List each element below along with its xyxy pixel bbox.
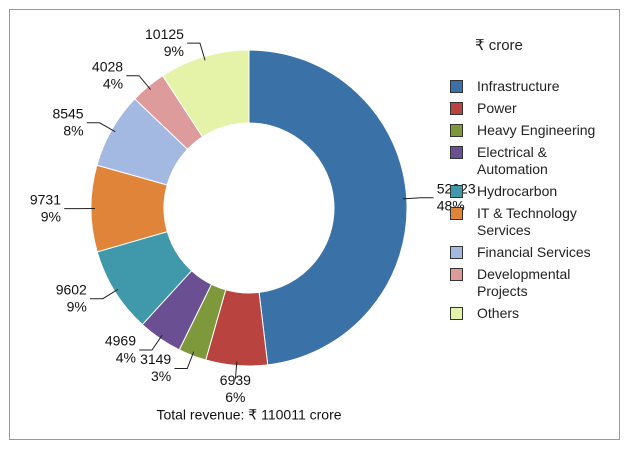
legend-swatch bbox=[450, 102, 463, 115]
legend-swatch bbox=[450, 146, 463, 159]
leader-line bbox=[126, 75, 151, 90]
legend-swatch bbox=[450, 124, 463, 137]
data-label: 8545 bbox=[52, 105, 83, 121]
legend-item: Infrastructure bbox=[446, 78, 621, 95]
legend-label: Developmental Projects bbox=[477, 266, 571, 299]
percent-label: 3% bbox=[151, 368, 171, 384]
legend: Infrastructure Power Heavy Engineering Elec… bbox=[446, 78, 621, 327]
data-label: 9731 bbox=[30, 191, 61, 207]
data-label: 3149 bbox=[140, 351, 171, 367]
legend-item: Others bbox=[446, 305, 621, 322]
data-label: 10125 bbox=[145, 26, 184, 42]
percent-label: 9% bbox=[67, 298, 87, 314]
legend-label: IT & Technology Services bbox=[477, 205, 577, 238]
leader-line bbox=[86, 122, 116, 133]
percent-label: 6% bbox=[225, 389, 245, 405]
data-label: 4028 bbox=[92, 58, 123, 74]
legend-label: Infrastructure bbox=[477, 78, 560, 94]
leader-line bbox=[139, 334, 163, 351]
legend-swatch bbox=[450, 307, 463, 320]
legend-item: Developmental Projects bbox=[446, 266, 621, 300]
percent-label: 4% bbox=[103, 75, 123, 91]
wedge bbox=[161, 49, 250, 138]
legend-label: Electrical & Automation bbox=[477, 144, 548, 177]
legend-swatch bbox=[450, 246, 463, 259]
wedge bbox=[248, 49, 408, 366]
legend-item: Heavy Engineering bbox=[446, 122, 621, 139]
leader-line bbox=[187, 42, 206, 61]
legend-swatch bbox=[450, 185, 463, 198]
legend-label: Power bbox=[477, 100, 517, 116]
legend-label: Others bbox=[477, 305, 520, 321]
data-label: 6939 bbox=[220, 372, 251, 388]
data-label: 9602 bbox=[56, 281, 87, 297]
legend-item: Financial Services bbox=[446, 244, 621, 261]
legend-item: Electrical & Automation bbox=[446, 144, 621, 178]
total-label: Total revenue: ₹ 110011 crore bbox=[156, 407, 341, 423]
data-label: 4969 bbox=[105, 333, 136, 349]
legend-swatch bbox=[450, 207, 463, 220]
legend-item: Hydrocarbon bbox=[446, 183, 621, 200]
percent-label: 4% bbox=[116, 350, 136, 366]
legend-title: ₹ crore bbox=[475, 37, 523, 54]
legend-swatch bbox=[450, 80, 463, 93]
legend-label: Hydrocarbon bbox=[477, 183, 558, 199]
leader-line bbox=[402, 197, 434, 200]
legend-label: Financial Services bbox=[477, 244, 591, 260]
frame bbox=[9, 9, 620, 440]
percent-label: 9% bbox=[164, 43, 184, 59]
legend-item: Power bbox=[446, 100, 621, 117]
leader-line bbox=[90, 288, 119, 300]
percent-label: 8% bbox=[63, 122, 83, 138]
legend-item: IT & Technology Services bbox=[446, 205, 621, 239]
leader-line bbox=[234, 361, 238, 380]
legend-swatch bbox=[450, 268, 463, 281]
leader-line bbox=[174, 351, 195, 370]
legend-label: Heavy Engineering bbox=[477, 122, 596, 138]
percent-label: 9% bbox=[41, 208, 61, 224]
